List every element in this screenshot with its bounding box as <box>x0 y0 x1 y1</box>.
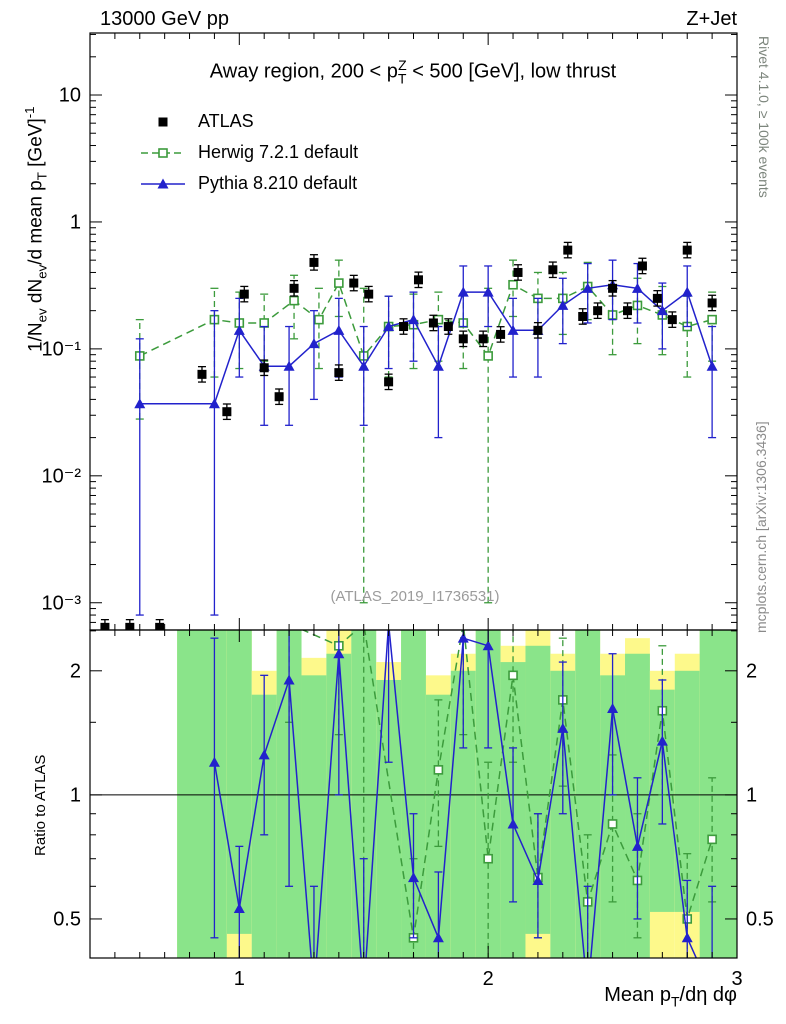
svg-text:10⁻²: 10⁻² <box>42 465 82 487</box>
plot-title: Away region, 200 < pTZ < 500 [GeV], low … <box>209 57 617 87</box>
rivet-version-note: Rivet 4.1.0, ≥ 100k events <box>756 36 772 198</box>
svg-text:2: 2 <box>70 660 81 682</box>
legend-item-pythia: Pythia 8.210 default <box>140 168 358 199</box>
svg-text:1: 1 <box>746 784 757 806</box>
svg-text:10⁻¹: 10⁻¹ <box>42 338 82 360</box>
main-y-axis-label: 1/Nev dNev/d mean pT [GeV]-1 <box>22 106 50 352</box>
svg-text:0.5: 0.5 <box>746 908 774 930</box>
legend-item-atlas: ATLAS <box>140 106 358 137</box>
herwig-marker-sample <box>140 143 186 163</box>
atlas-marker-sample <box>140 112 186 132</box>
svg-text:10: 10 <box>59 85 81 107</box>
svg-text:1: 1 <box>70 784 81 806</box>
legend: ATLAS Herwig 7.2.1 default Pythia 8.210 … <box>140 106 358 199</box>
ratio-y-axis-label: Ratio to ATLAS <box>32 754 49 856</box>
legend-item-herwig: Herwig 7.2.1 default <box>140 137 358 168</box>
svg-text:0.5: 0.5 <box>53 908 81 930</box>
legend-label-pythia: Pythia 8.210 default <box>198 173 358 193</box>
svg-text:1: 1 <box>70 211 81 233</box>
analysis-watermark: (ATLAS_2019_I1736531) <box>330 588 500 605</box>
mcplots-attribution: mcplots.cern.ch [arXiv:1306.3436] <box>753 421 769 633</box>
svg-text:1: 1 <box>234 968 245 990</box>
svg-text:2: 2 <box>483 968 494 990</box>
svg-text:10⁻³: 10⁻³ <box>42 592 82 614</box>
legend-label-atlas: ATLAS <box>198 111 254 131</box>
svg-text:3: 3 <box>731 968 742 990</box>
process-label: Z+Jet <box>686 8 737 30</box>
pythia-marker-sample <box>140 174 186 194</box>
beam-energy-label: 13000 GeV pp <box>100 8 229 30</box>
legend-label-herwig: Herwig 7.2.1 default <box>198 142 359 162</box>
svg-text:2: 2 <box>746 660 757 682</box>
x-axis-label: Mean pT/dη dφ <box>604 984 737 1010</box>
